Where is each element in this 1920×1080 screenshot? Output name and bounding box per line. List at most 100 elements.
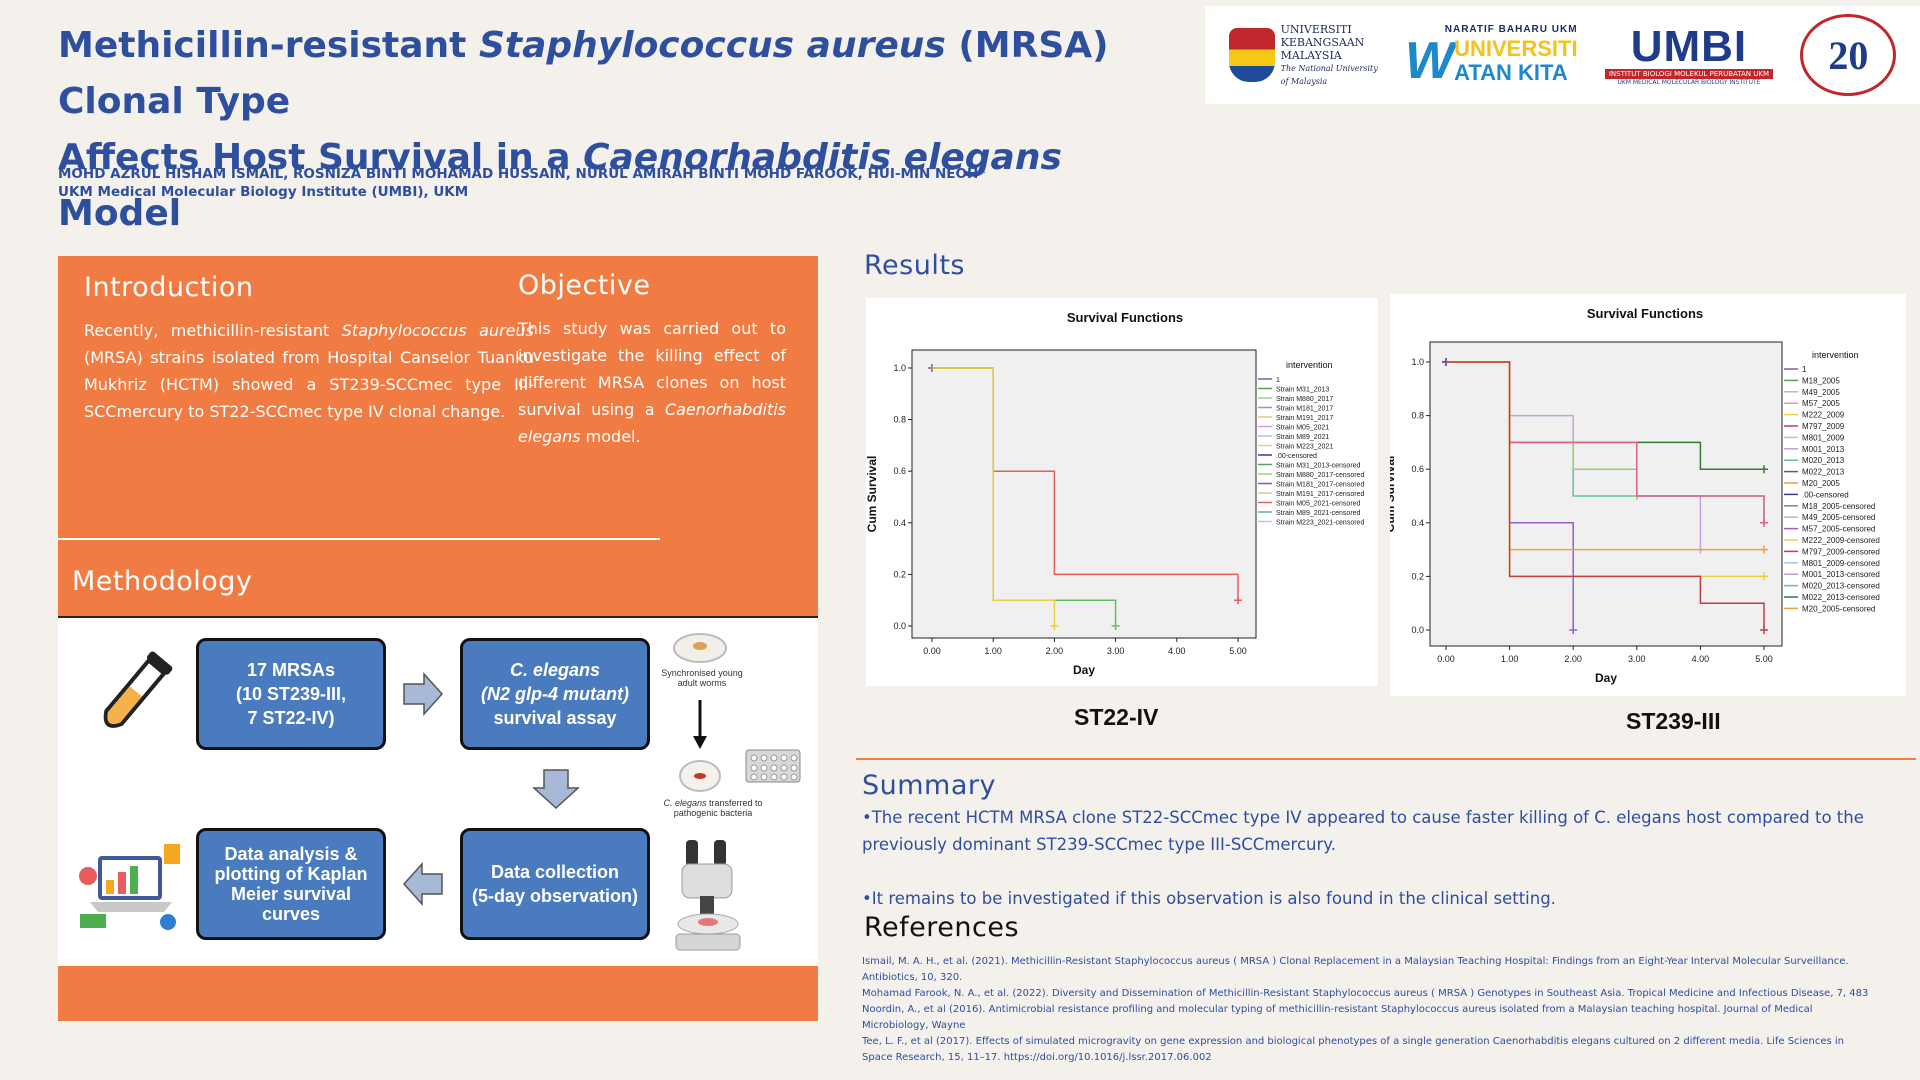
box-line: curves [261, 904, 321, 924]
x-tick-label: 2.00 [1046, 646, 1064, 656]
survival-curve [1446, 361, 1765, 630]
censor-mark [1760, 545, 1768, 554]
legend-title: intervention [1286, 360, 1333, 370]
legend-label: M49_2005-censored [1802, 513, 1875, 522]
chart-caption-st239: ST239-III [1626, 708, 1721, 734]
x-tick-label: 0.00 [1437, 654, 1455, 664]
watan-kita-logo: NARATIF BAHARU UKM W UNIVERSITI ATAN KIT… [1405, 24, 1578, 87]
x-tick-label: 5.00 [1229, 646, 1247, 656]
legend-label: M222_2009-censored [1802, 536, 1880, 545]
box-line: Meier survival [230, 884, 352, 904]
introduction-heading: Introduction [84, 272, 254, 303]
intro-text-part: (MRSA) strains isolated from Hospital Ca… [84, 348, 534, 421]
box-line: (10 ST239-III, [235, 684, 347, 704]
legend-label: M020_2013-censored [1802, 582, 1880, 591]
petri-dish-bacteria-icon [679, 760, 721, 792]
ukm-logo: UNIVERSITI KEBANGSAAN MALAYSIA The Natio… [1228, 23, 1378, 88]
logo-strip: UNIVERSITI KEBANGSAAN MALAYSIA The Natio… [1205, 6, 1920, 104]
summary-text: •The recent HCTM MRSA clone ST22-SCCmec … [862, 804, 1902, 912]
results-divider [856, 758, 1916, 760]
y-tick-label: 0.4 [893, 518, 906, 528]
summary-heading: Summary [862, 770, 996, 801]
ukm-sub-line: of Malaysia [1280, 76, 1328, 86]
censor-mark [1760, 465, 1768, 474]
censor-mark [1111, 622, 1120, 630]
y-tick-label: 1.0 [1411, 357, 1424, 367]
box-line: survival assay [493, 708, 617, 728]
legend-label: M801_2009 [1802, 433, 1845, 442]
y-axis-label: Cum Survival [866, 456, 879, 533]
censor-mark [1760, 572, 1768, 581]
legend-label: M20_2005-censored [1802, 604, 1875, 613]
x-tick-label: 4.00 [1168, 646, 1186, 656]
objective-text-part: This study was carried out to investigat… [518, 319, 786, 419]
legend-label: M022_2013-censored [1802, 593, 1880, 602]
title-part-italic: Staphylococcus aureus [478, 25, 946, 66]
title-part: (MRSA) Clonal Type [58, 25, 1109, 122]
methodology-flowchart: 17 MRSAs (10 ST239-III, 7 ST22-IV) C. el… [58, 616, 818, 966]
reference-item: Mohamad Farook, N. A., et al. (2022). Di… [862, 988, 1869, 999]
legend-label: Strain M181_2017 [1276, 406, 1333, 413]
plot-area [911, 349, 1257, 639]
y-tick-label: 0.2 [1411, 571, 1424, 581]
y-tick-label: 0.6 [893, 466, 906, 476]
legend-label: Strain M05_2021 [1276, 425, 1329, 432]
survival-assay-box: C. elegans (N2 glp-4 mutant) survival as… [460, 638, 650, 750]
intro-text-part: Recently, methicillin-resistant [84, 321, 342, 340]
censor-mark [1234, 596, 1242, 605]
poster-title: Methicillin-resistant Staphylococcus aur… [58, 18, 1168, 242]
legend-label: 1 [1276, 377, 1280, 384]
title-part: Model [58, 193, 182, 234]
arrow-down-icon [532, 769, 580, 810]
legend-label: Strain M223_2021-censored [1276, 520, 1364, 527]
box-line: plotting of Kaplan [214, 864, 368, 884]
legend-label: M801_2009-censored [1802, 559, 1880, 568]
x-tick-label: 1.00 [984, 646, 1002, 656]
title-part: Methicillin-resistant [58, 25, 479, 66]
caption-line: Synchronised young [661, 668, 743, 678]
title-part-italic: Caenorhabditis elegans [583, 137, 1062, 178]
legend-label: M57_2005-censored [1802, 525, 1875, 534]
legend-label: Strain M31_2013 [1276, 387, 1329, 394]
legend-label: Strain M880_2017 [1276, 396, 1333, 403]
legend-title: intervention [1812, 350, 1859, 360]
umbi-subtitle: UKM MEDICAL MOLECULAR BIOLOGY INSTITUTE [1617, 78, 1761, 86]
wk-w-mark-icon: W [1405, 31, 1455, 90]
km-plot-st22: Survival Functions0.00.20.40.60.81.00.00… [865, 310, 1364, 677]
legend-label: M18_2005-censored [1802, 502, 1875, 511]
legend-label: M001_2013 [1802, 445, 1845, 454]
legend-label: Strain M31_2013-censored [1276, 463, 1361, 470]
legend-label: M49_2005 [1802, 388, 1840, 397]
data-collection-box: Data collection (5-day observation) [460, 828, 650, 940]
y-axis-label: Cum Survival [1390, 456, 1397, 533]
x-tick-label: 1.00 [1501, 654, 1519, 664]
chart-caption-st22: ST22-IV [1074, 704, 1159, 730]
y-tick-label: 0.8 [1411, 411, 1424, 421]
anniversary-number: 20 [1828, 32, 1869, 78]
plot-area [1429, 341, 1783, 647]
legend-label: M18_2005 [1802, 376, 1840, 385]
objective-heading: Objective [518, 270, 651, 301]
km-chart-st239: Survival Functions 0.0 0.2 0.4 0.6 0.8 1.0 0.00… [1383, 294, 1906, 696]
legend-label: Strain M191_2017-censored [1276, 491, 1364, 498]
km-plot-st239: Survival Functions0.00.20.40.60.81.00.00… [1383, 306, 1880, 685]
caption-part: transferred to [706, 798, 763, 808]
box-line: 7 ST22-IV) [247, 708, 335, 728]
well-plate-icon [745, 749, 801, 783]
introduction-text: Recently, methicillin-resistant Staphylo… [84, 317, 534, 425]
y-tick-label: 0.4 [1411, 518, 1424, 528]
arrow-right-icon [403, 672, 444, 716]
legend-label: M20_2005 [1802, 479, 1840, 488]
reference-item: Tee, L. F., et al (2017). Effects of sim… [862, 1036, 1844, 1063]
legend-label: .00-censored [1802, 490, 1849, 499]
caption-line: adult worms [677, 678, 727, 688]
y-tick-label: 0.6 [1411, 464, 1424, 474]
legend-label: M57_2005 [1802, 399, 1840, 408]
results-heading: Results [864, 250, 965, 281]
objective-text-part: model. [580, 427, 641, 446]
x-tick-label: 5.00 [1755, 654, 1773, 664]
objective-text: This study was carried out to investigat… [518, 315, 786, 450]
legend-label: M222_2009 [1802, 411, 1845, 420]
legend-label: Strain M181_2017-censored [1276, 482, 1364, 489]
chart-title: Survival Functions [1587, 306, 1703, 321]
